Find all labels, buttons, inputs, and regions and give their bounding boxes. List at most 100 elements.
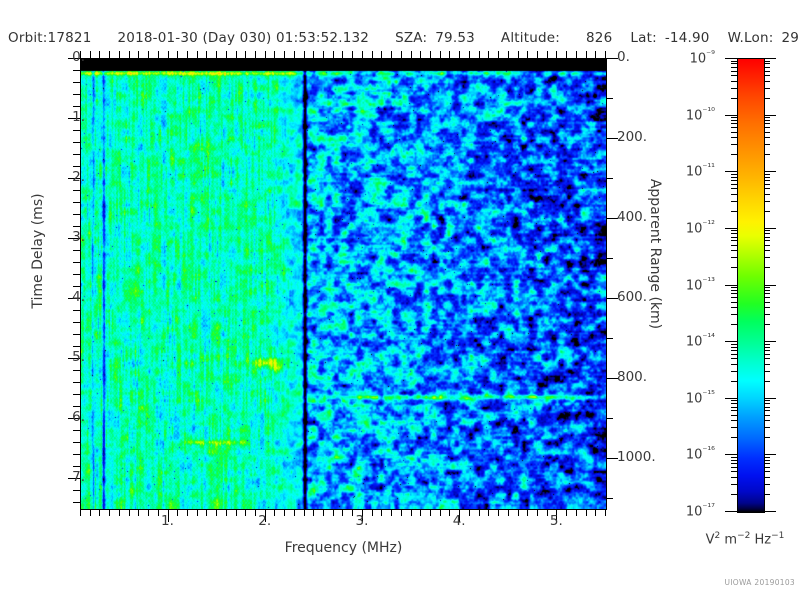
y-tick-label-range-1000: 1000. [617,449,656,465]
axis-tick-mark [304,509,305,516]
axis-tick-mark [725,341,737,342]
axis-tick-mark [226,51,227,58]
axis-tick-mark [725,228,737,229]
axis-tick-mark [206,509,207,516]
y-tick-label-range-0: 0. [617,49,630,65]
axis-tick-mark [731,230,737,231]
axis-tick-mark [764,371,770,372]
axis-tick-mark [731,463,737,464]
axis-tick-mark [764,437,770,438]
axis-tick-mark [731,437,737,438]
axis-tick-mark [527,509,528,516]
y-tick-label-range-200: 200. [617,129,648,145]
axis-tick-mark [73,106,80,107]
axis-tick-mark [508,509,509,516]
axis-tick-mark [764,245,770,246]
axis-tick-mark [731,297,737,298]
axis-tick-mark [411,51,412,58]
axis-tick-mark [537,51,538,58]
y-tick-label-range-400: 400. [617,209,648,225]
axis-tick-mark [73,382,80,383]
axis-tick-mark [119,509,120,516]
axis-tick-mark [764,228,776,229]
axis-tick-mark [606,138,618,139]
axis-tick-mark [498,51,499,58]
axis-tick-mark [265,51,266,58]
axis-tick-mark [488,51,489,58]
axis-tick-mark [73,166,80,167]
axis-tick-mark [401,51,402,58]
axis-tick-mark [68,118,80,119]
axis-tick-mark [158,509,159,516]
y-tick-label-time-6: 6. [72,409,85,425]
axis-tick-mark [73,466,80,467]
axis-tick-mark [606,418,613,419]
axis-tick-mark [90,51,91,58]
axis-tick-mark [177,509,178,516]
y-tick-label-range-600: 600. [617,289,648,305]
axis-tick-mark [764,460,770,461]
axis-tick-mark [90,509,91,516]
axis-tick-mark [731,144,737,145]
axis-tick-mark [586,509,587,516]
axis-tick-mark [73,82,80,83]
axis-tick-mark [764,494,770,495]
axis-tick-mark [731,293,737,294]
axis-tick-mark [73,262,80,263]
x-tick-label-freq-5: 5. [549,513,563,529]
axis-tick-mark [68,418,80,419]
orbit-label: Orbit: [8,30,48,46]
axis-tick-mark [764,302,770,303]
axis-tick-mark [411,509,412,516]
axis-tick-mark [479,509,480,516]
axis-tick-mark [73,154,80,155]
axis-tick-mark [731,127,737,128]
axis-tick-mark [73,406,80,407]
axis-tick-mark [68,358,80,359]
axis-tick-mark [764,127,770,128]
axis-tick-mark [459,509,460,522]
axis-tick-mark [764,237,770,238]
axis-tick-mark [731,211,737,212]
axis-tick-mark [764,144,770,145]
axis-tick-mark [764,117,770,118]
axis-tick-mark [73,70,80,71]
axis-tick-mark [731,407,737,408]
axis-tick-mark [255,509,256,516]
x-tick-label-freq-3: 3. [355,513,369,529]
x-tick-label-freq-1: 1. [161,513,174,529]
axis-tick-mark [226,509,227,516]
axis-tick-mark [764,171,776,172]
axis-tick-mark [440,51,441,58]
axis-tick-mark [764,403,770,404]
axis-tick-mark [764,358,770,359]
axis-tick-mark [764,467,770,468]
axis-tick-mark [731,81,737,82]
axis-tick-mark [381,509,382,516]
y-tick-label-time-2: 2. [72,169,85,185]
axis-tick-mark [764,88,770,89]
axis-tick-mark [764,484,770,485]
axis-tick-mark [764,400,770,401]
axis-tick-mark [352,51,353,58]
axis-tick-mark [284,51,285,58]
axis-tick-mark [731,381,737,382]
axis-tick-mark [731,344,737,345]
axis-tick-mark [731,410,737,411]
wlon-value: 299.50 [781,30,800,46]
axis-tick-mark [725,398,737,399]
axis-tick-mark [420,509,421,516]
lat-value: -14.90 [664,30,710,46]
axis-tick-mark [274,51,275,58]
axis-tick-mark [556,51,557,58]
axis-tick-mark [606,218,618,219]
axis-tick-mark [294,509,295,516]
axis-tick-mark [362,51,363,58]
axis-tick-mark [129,509,130,516]
axis-tick-mark [138,509,139,516]
axis-tick-mark [73,94,80,95]
axis-tick-mark [547,509,548,516]
axis-tick-mark [764,115,776,116]
axis-tick-mark [731,120,737,121]
axis-tick-mark [725,454,737,455]
